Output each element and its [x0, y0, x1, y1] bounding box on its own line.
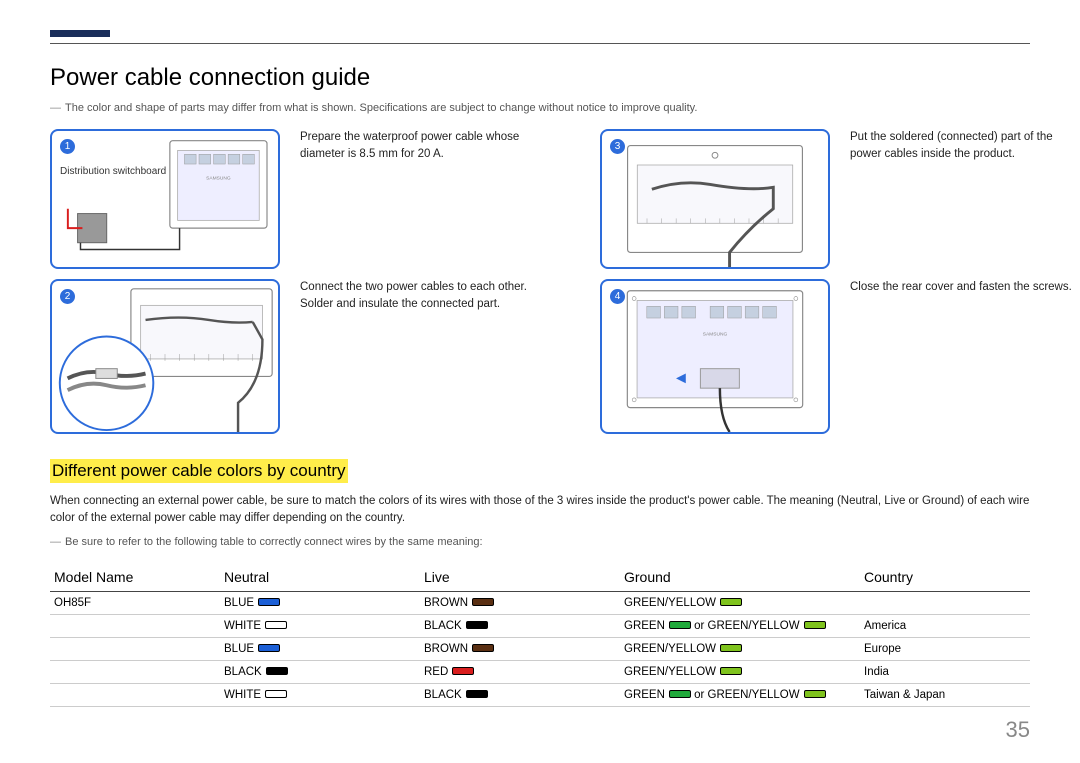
step-1-text-wrap: Prepare the waterproof power cable whose… [300, 129, 530, 269]
cell-model: OH85F [50, 591, 220, 614]
section-intro: When connecting an external power cable,… [50, 493, 1030, 528]
cell-live: BROWN [420, 591, 620, 614]
color-swatch [669, 621, 691, 629]
color-swatch [466, 621, 488, 629]
color-swatch [720, 644, 742, 652]
header-accent [50, 30, 110, 37]
cell-neutral: WHITE [220, 683, 420, 706]
cell-ground: GREEN or GREEN/YELLOW [620, 683, 860, 706]
table-row: BLACKREDGREEN/YELLOWIndia [50, 660, 1030, 683]
color-swatch [804, 690, 826, 698]
cell-live: BLACK [420, 614, 620, 637]
cell-country [860, 591, 1030, 614]
table-row: WHITEBLACKGREEN or GREEN/YELLOWAmerica [50, 614, 1030, 637]
diagram-step-3: 3 [600, 129, 830, 269]
cell-neutral: BLUE [220, 637, 420, 660]
diagram-step-1: 1 Distribution switchboard SAMSUNG [50, 129, 280, 269]
page-title: Power cable connection guide [50, 64, 1030, 92]
th-ground: Ground [620, 563, 860, 592]
color-swatch [804, 621, 826, 629]
cell-country: America [860, 614, 1030, 637]
color-swatch [472, 644, 494, 652]
color-table: Model Name Neutral Live Ground Country O… [50, 563, 1030, 707]
cell-neutral: WHITE [220, 614, 420, 637]
cell-neutral: BLACK [220, 660, 420, 683]
svg-text:SAMSUNG: SAMSUNG [703, 332, 728, 338]
step-badge-3: 3 [610, 139, 625, 154]
cell-ground: GREEN/YELLOW [620, 660, 860, 683]
diagram-1-svg: SAMSUNG [52, 131, 278, 267]
th-model: Model Name [50, 563, 220, 592]
cell-ground: GREEN/YELLOW [620, 591, 860, 614]
diagram-4-svg: SAMSUNG [602, 281, 828, 432]
step-3-text-wrap: Put the soldered (connected) part of the… [850, 129, 1080, 269]
diagram-2-svg [52, 281, 278, 432]
svg-text:SAMSUNG: SAMSUNG [206, 176, 231, 182]
color-swatch [265, 621, 287, 629]
table-row: BLUEBROWNGREEN/YELLOWEurope [50, 637, 1030, 660]
step-badge-1: 1 [60, 139, 75, 154]
page-number: 35 [1006, 717, 1030, 743]
th-neutral: Neutral [220, 563, 420, 592]
distribution-switchboard-label: Distribution switchboard [60, 166, 166, 178]
cell-ground: GREEN/YELLOW [620, 637, 860, 660]
cell-country: Taiwan & Japan [860, 683, 1030, 706]
cell-neutral: BLUE [220, 591, 420, 614]
cell-ground: GREEN or GREEN/YELLOW [620, 614, 860, 637]
step-4-text-wrap: Close the rear cover and fasten the scre… [850, 279, 1080, 434]
step-2-text: Connect the two power cables to each oth… [300, 279, 530, 314]
header-note: The color and shape of parts may differ … [50, 102, 1030, 114]
step-badge-4: 4 [610, 289, 625, 304]
diagram-step-4: 4 SAMSUNG [600, 279, 830, 434]
color-swatch [720, 667, 742, 675]
section-note: Be sure to refer to the following table … [50, 536, 1030, 548]
cell-model [50, 637, 220, 660]
cell-model [50, 614, 220, 637]
step-badge-2: 2 [60, 289, 75, 304]
header-rule [50, 43, 1030, 44]
cell-country: India [860, 660, 1030, 683]
diagram-grid: 1 Distribution switchboard SAMSUNG Prepa… [50, 129, 1030, 434]
cell-live: BLACK [420, 683, 620, 706]
diagram-3-svg [602, 131, 828, 267]
step-1-text: Prepare the waterproof power cable whose… [300, 129, 530, 164]
table-row: OH85FBLUEBROWNGREEN/YELLOW [50, 591, 1030, 614]
step-2-text-wrap: Connect the two power cables to each oth… [300, 279, 530, 434]
color-swatch [258, 644, 280, 652]
color-swatch [720, 598, 742, 606]
section-heading: Different power cable colors by country [50, 459, 348, 483]
color-swatch [466, 690, 488, 698]
cell-live: RED [420, 660, 620, 683]
cell-model [50, 683, 220, 706]
step-4-text: Close the rear cover and fasten the scre… [850, 279, 1072, 296]
color-swatch [452, 667, 474, 675]
color-swatch [258, 598, 280, 606]
table-header-row: Model Name Neutral Live Ground Country [50, 563, 1030, 592]
diagram-step-2: 2 [50, 279, 280, 434]
color-swatch [472, 598, 494, 606]
th-live: Live [420, 563, 620, 592]
step-3-text: Put the soldered (connected) part of the… [850, 129, 1080, 164]
color-swatch [265, 690, 287, 698]
table-row: WHITEBLACKGREEN or GREEN/YELLOWTaiwan & … [50, 683, 1030, 706]
cell-country: Europe [860, 637, 1030, 660]
color-swatch [669, 690, 691, 698]
cell-live: BROWN [420, 637, 620, 660]
cell-model [50, 660, 220, 683]
color-swatch [266, 667, 288, 675]
th-country: Country [860, 563, 1030, 592]
